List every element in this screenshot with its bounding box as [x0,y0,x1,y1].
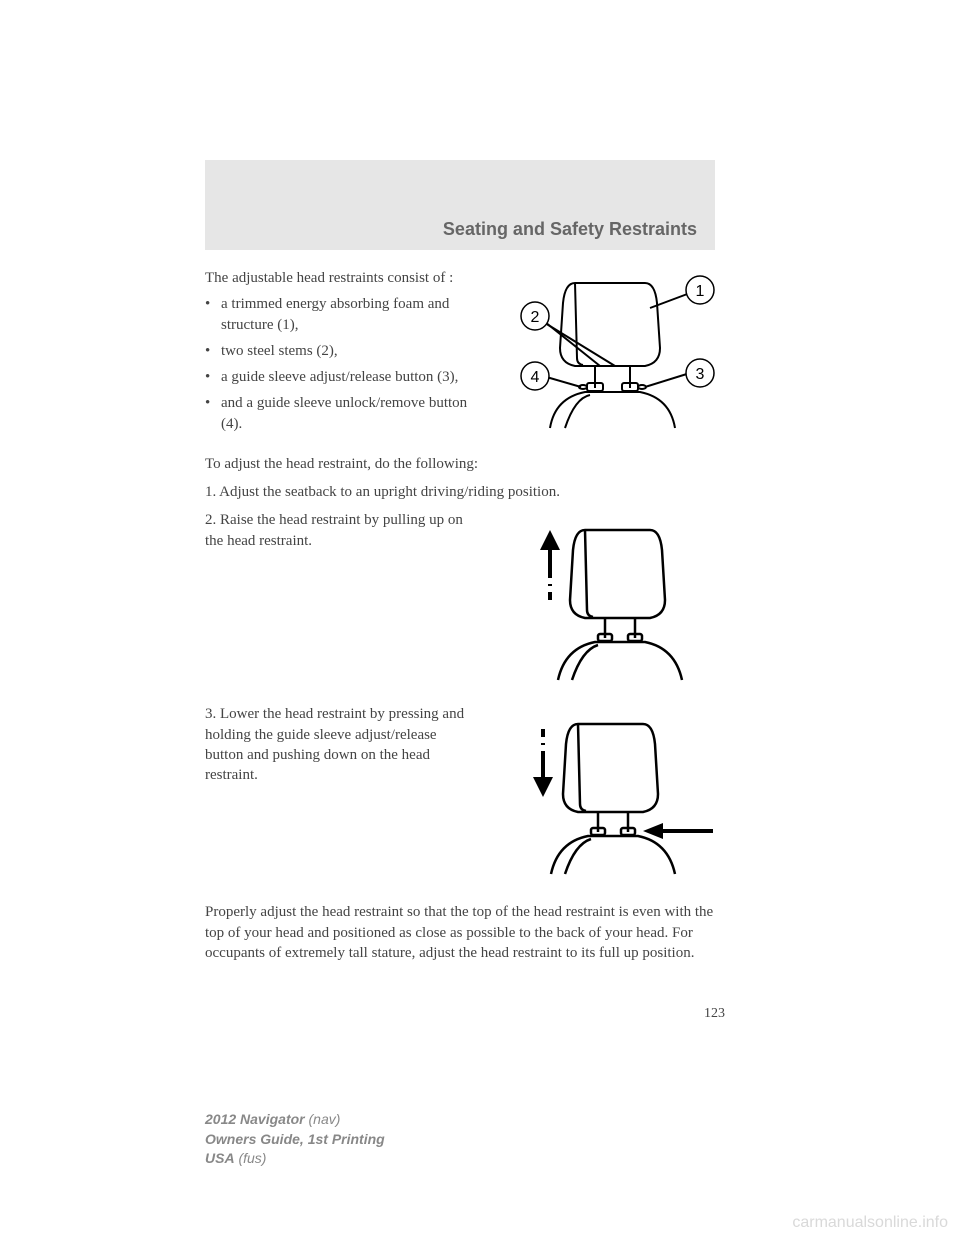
components-list: a trimmed energy absorbing foam and stru… [205,294,475,434]
svg-text:1: 1 [696,283,705,300]
page-content: The adjustable head restraints consist o… [205,268,725,971]
intro-text: The adjustable head restraints consist o… [205,268,475,288]
list-item: a trimmed energy absorbing foam and stru… [205,294,475,335]
footer-region: USA [205,1150,235,1166]
headrest-raise-diagram [510,510,710,690]
footer-guide: Owners Guide, 1st Printing [205,1130,385,1150]
headrest-lower-diagram [503,704,718,884]
page-footer: 2012 Navigator (nav) Owners Guide, 1st P… [205,1110,385,1169]
list-item: a guide sleeve adjust/release button (3)… [205,367,475,387]
svg-text:2: 2 [531,309,540,326]
section-title: Seating and Safety Restraints [443,219,697,240]
step-3: 3. Lower the head restraint by pressing … [205,704,475,785]
watermark-text: carmanualsonline.info [792,1214,948,1232]
section-header: Seating and Safety Restraints [205,160,715,250]
footer-code1: (nav) [309,1111,341,1127]
step-1: 1. Adjust the seatback to an upright dri… [205,482,725,502]
footer-code2: (fus) [238,1150,266,1166]
list-item: and a guide sleeve unlock/remove button … [205,393,475,434]
closing-paragraph: Properly adjust the head restraint so th… [205,902,725,963]
headrest-diagram-labeled: 1 2 3 4 [495,268,725,438]
svg-text:4: 4 [531,369,540,386]
list-item: two steel stems (2), [205,341,475,361]
footer-model: 2012 Navigator [205,1111,305,1127]
adjust-intro: To adjust the head restraint, do the fol… [205,454,725,474]
svg-text:3: 3 [696,366,705,383]
page-number: 123 [704,1006,725,1022]
step-2: 2. Raise the head restraint by pulling u… [205,510,475,551]
